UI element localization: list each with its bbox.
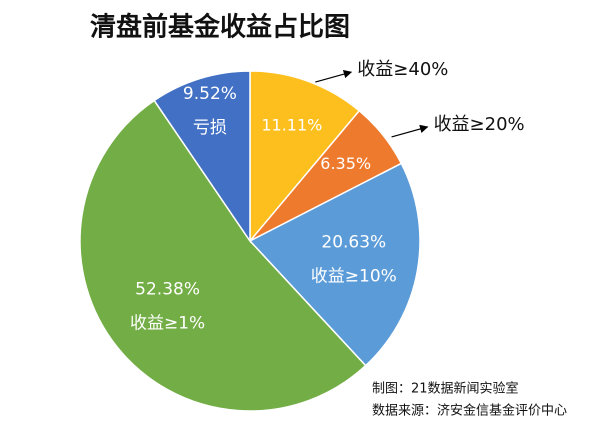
value-label: 52.38%	[135, 280, 200, 300]
category-label: 收益≥1%	[130, 314, 205, 334]
arrow	[391, 124, 429, 138]
category-label: 收益≥10%	[311, 266, 397, 286]
chart-title: 清盘前基金收益占比图	[90, 12, 350, 43]
pie-slice	[249, 70, 361, 244]
pie-slice	[79, 99, 367, 412]
value-label: 20.63%	[321, 232, 386, 252]
value-label: 9.52%	[183, 84, 237, 104]
footnote: 制图：21数据新闻实验室	[372, 381, 519, 397]
category-label: 收益≥20%	[434, 114, 525, 135]
pie-slice	[153, 70, 251, 244]
footnote: 数据来源：济安金信基金评价中心	[372, 403, 567, 419]
category-label: 亏损	[193, 118, 227, 138]
arrow	[315, 70, 353, 83]
value-label: 11.11%	[261, 115, 322, 134]
pie-slice	[248, 162, 421, 367]
category-label: 收益≥40%	[357, 59, 448, 80]
value-label: 6.35%	[320, 154, 371, 173]
